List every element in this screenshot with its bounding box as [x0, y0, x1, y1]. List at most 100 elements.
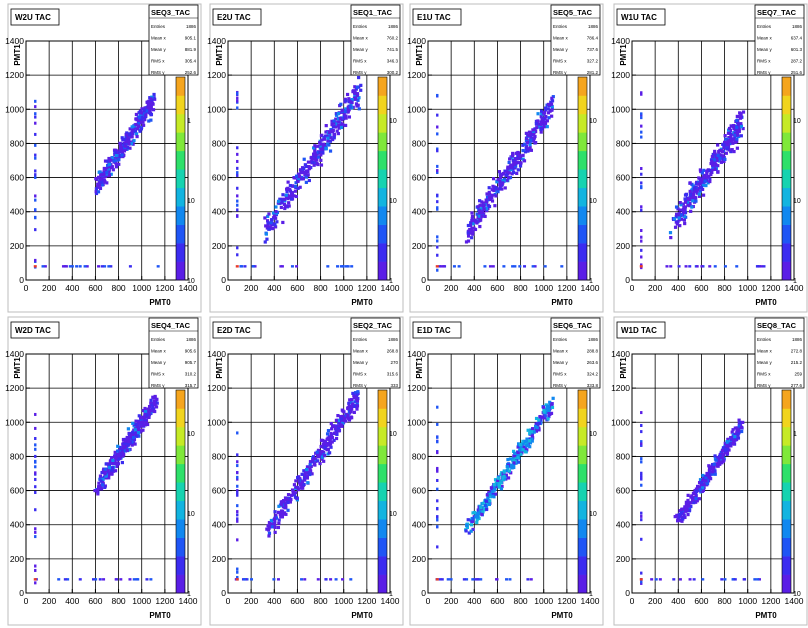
- data-cell: [276, 525, 281, 530]
- data-cell: [279, 205, 283, 210]
- data-cell: [128, 146, 132, 150]
- palette-label: 1: [589, 591, 593, 598]
- data-cell: [710, 163, 715, 167]
- data-cell: [273, 225, 278, 229]
- palette-segment: [378, 77, 387, 96]
- data-cell: [34, 530, 37, 534]
- data-cell: [357, 75, 361, 80]
- data-cell: [298, 185, 302, 189]
- data-cell: [640, 263, 643, 267]
- stats-label: Mean x: [553, 349, 569, 354]
- data-cell: [126, 145, 130, 150]
- data-cell: [338, 116, 342, 121]
- data-cell: [550, 404, 554, 408]
- data-cell: [730, 441, 734, 445]
- data-cell: [513, 166, 517, 170]
- data-cell: [466, 231, 470, 235]
- data-cell: [267, 520, 272, 525]
- data-cell: [733, 578, 737, 581]
- data-cell: [526, 428, 530, 432]
- y-axis-label: PMT1: [13, 357, 22, 379]
- data-cell: [131, 435, 136, 440]
- data-cell: [536, 119, 540, 123]
- data-cell: [640, 208, 643, 212]
- data-cell: [325, 437, 329, 441]
- data-cell: [489, 486, 493, 490]
- stats-label: RMS x: [151, 59, 165, 64]
- data-cell: [143, 406, 147, 411]
- data-cell: [545, 409, 549, 413]
- data-cell: [468, 223, 473, 227]
- data-cell: [115, 464, 119, 469]
- data-cell: [531, 427, 535, 431]
- palette-segment: [378, 519, 387, 538]
- data-cell: [527, 130, 532, 134]
- data-cell: [304, 164, 308, 169]
- y-tick-label: 0: [19, 588, 24, 598]
- data-cell: [465, 578, 469, 581]
- y-tick-label: 200: [212, 554, 226, 564]
- data-cell: [698, 168, 702, 172]
- data-cell: [720, 578, 724, 581]
- data-cell: [308, 460, 313, 464]
- data-cell: [502, 265, 506, 268]
- x-tick-label: 1200: [357, 283, 376, 293]
- data-cell: [355, 92, 360, 96]
- palette-segment: [782, 390, 791, 409]
- x-tick-label: 200: [42, 283, 56, 293]
- data-cell: [547, 116, 551, 120]
- data-cell: [111, 469, 116, 473]
- data-cell: [236, 173, 239, 177]
- data-cell: [145, 100, 149, 104]
- data-cell: [322, 459, 326, 463]
- stats-label: RMS y: [757, 383, 771, 388]
- data-cell: [528, 146, 532, 150]
- palette-segment: [176, 261, 185, 281]
- data-cell: [732, 439, 736, 443]
- data-cell: [523, 150, 528, 154]
- palette-segment: [578, 169, 587, 189]
- stats-label: RMS x: [553, 59, 567, 64]
- data-cell: [483, 214, 487, 219]
- data-cell: [125, 446, 129, 451]
- data-cell: [296, 186, 300, 190]
- data-cell: [110, 472, 114, 476]
- data-cell: [436, 422, 439, 426]
- data-cell: [485, 195, 490, 199]
- data-cell: [504, 173, 509, 177]
- x-tick-label: 200: [244, 283, 258, 293]
- data-cell: [732, 126, 736, 131]
- stats-value: 346.3: [387, 59, 399, 64]
- data-cell: [286, 493, 291, 497]
- data-cell: [236, 431, 239, 435]
- data-cell: [718, 156, 722, 160]
- data-cell: [709, 170, 713, 174]
- data-cell: [302, 170, 306, 175]
- data-cell: [446, 578, 450, 581]
- data-cell: [355, 85, 359, 89]
- data-cell: [703, 179, 707, 183]
- data-cell: [318, 461, 322, 466]
- data-cell: [320, 147, 324, 151]
- data-cell: [129, 435, 133, 439]
- data-cell: [344, 116, 348, 120]
- data-cell: [107, 465, 111, 470]
- data-cell: [722, 145, 727, 149]
- data-cell: [479, 578, 483, 581]
- data-cell: [266, 221, 270, 225]
- palette-label: 1: [389, 591, 393, 598]
- x-tick-label: 400: [671, 596, 685, 606]
- data-cell: [436, 435, 439, 439]
- data-cell: [339, 265, 343, 268]
- data-cell: [525, 448, 529, 452]
- data-cell: [436, 206, 439, 210]
- y-tick-label: 1200: [5, 383, 24, 393]
- data-cell: [512, 162, 517, 167]
- data-cell: [490, 188, 494, 192]
- palette-segment: [578, 113, 587, 133]
- data-cell: [282, 197, 286, 202]
- data-cell: [722, 458, 726, 462]
- data-cell: [288, 187, 292, 191]
- chart-pad: 0 200 400 600 800 1000 1200 1400020040060080010…: [207, 3, 404, 313]
- data-cell: [640, 167, 643, 171]
